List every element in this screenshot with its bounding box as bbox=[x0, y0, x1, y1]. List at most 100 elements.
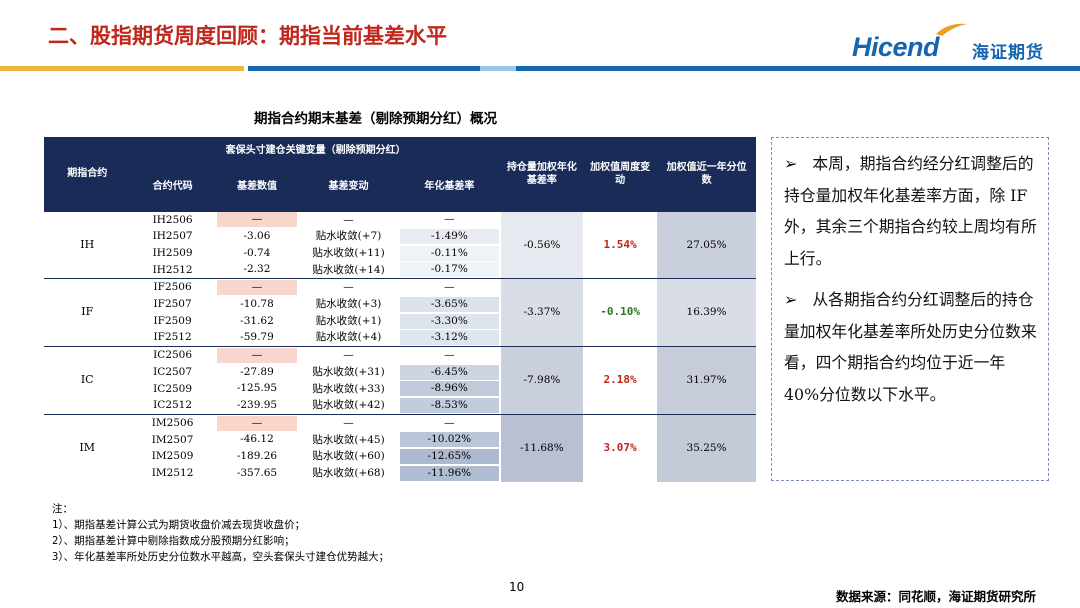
annual-rate-cell: -6.45% bbox=[398, 364, 501, 381]
basis-value: -59.79 bbox=[240, 331, 274, 344]
contract-code-cell: IC2506 bbox=[130, 346, 215, 364]
basis-value: -46.12 bbox=[240, 433, 274, 446]
basis-value-cell: — bbox=[214, 413, 300, 432]
basis-value-cell: — bbox=[214, 210, 300, 229]
weekly-change-cell: 2.18% bbox=[583, 346, 658, 415]
summary-paragraph: ➢ 本周，期指合约经分红调整后的持仓量加权年化基差率方面，除 IF 外，其余三个… bbox=[784, 154, 1037, 268]
contract-code-cell: IF2506 bbox=[130, 278, 215, 297]
table-row: IC2512 -239.95 贴水收敛(+42) -8.53% bbox=[44, 397, 756, 414]
note-line: 2）、期指基差计算中剔除指数成分股预期分红影响； bbox=[52, 535, 295, 547]
contract-code-cell: IF2509 bbox=[153, 314, 192, 327]
basis-table: 期指合约 套保头寸建仓关键变量（剔除预期分红） 持仓量加权年化基差率 加权值周度… bbox=[44, 137, 756, 482]
percentile-cell: 35.25% bbox=[657, 413, 756, 482]
basis-change-cell: 贴水收敛(+7) bbox=[315, 230, 382, 243]
notes-title: 注： bbox=[52, 503, 73, 515]
note-line: 1）、期指基差计算公式为期货收盘价减去现货收盘价； bbox=[52, 519, 306, 531]
table-row: IF2507 -10.78 贴水收敛(+3) -3.65% bbox=[44, 296, 756, 313]
annual-rate-cell: -8.96% bbox=[398, 381, 501, 398]
basis-change-cell: 贴水收敛(+1) bbox=[315, 314, 382, 327]
table-row: IH2512 -2.32 贴水收敛(+14) -0.17% bbox=[44, 262, 756, 279]
annual-rate-cell: -3.12% bbox=[398, 329, 501, 346]
notes: 注： 1）、期指基差计算公式为期货收盘价减去现货收盘价； 2）、期指基差计算中剔… bbox=[52, 501, 389, 565]
annual-rate-cell: -3.65% bbox=[398, 296, 501, 313]
contract-code-cell: IC2507 bbox=[153, 365, 193, 378]
percentile-cell: 31.97% bbox=[657, 346, 756, 415]
annual-rate-cell: -11.96% bbox=[398, 465, 501, 482]
annual-rate: -3.12% bbox=[399, 330, 499, 346]
table-row: IC2509 -125.95 贴水收敛(+33) -8.96% bbox=[44, 381, 756, 398]
note-line: 3）、年化基差率所处历史分位数水平越高，空头套保头寸建仓优势越大； bbox=[52, 551, 390, 563]
basis-value: — bbox=[216, 415, 298, 431]
contract-code-cell: IM2512 bbox=[151, 467, 194, 480]
table-row: IC2507 -27.89 贴水收敛(+31) -6.45% bbox=[44, 364, 756, 381]
logo-text-en: Hicend bbox=[852, 32, 940, 62]
table-row: IM2509 -189.26 贴水收敛(+60) -12.65% bbox=[44, 448, 756, 465]
basis-change-cell: 贴水收敛(+60) bbox=[312, 450, 385, 463]
basis-value-cell: -2.32 bbox=[215, 262, 299, 279]
contract-code-cell: IC2512 bbox=[153, 399, 193, 412]
group-name-cell: IH bbox=[44, 210, 131, 279]
table-row: IF IF2506— — — -3.37% -0.10% 16.39% bbox=[44, 278, 756, 347]
basis-value: — bbox=[216, 280, 298, 296]
group-name-cell: IC bbox=[44, 346, 131, 415]
annual-rate: — bbox=[444, 213, 455, 226]
holding-rate-cell: -3.37% bbox=[500, 278, 584, 347]
basis-change-cell: 贴水收敛(+68) bbox=[312, 467, 385, 480]
annual-rate: -0.17% bbox=[399, 262, 499, 278]
annual-rate-cell: — bbox=[397, 278, 501, 297]
table-row: IM2512 -357.65 贴水收敛(+68) -11.96% bbox=[44, 465, 756, 482]
contract-code-cell: IM2509 bbox=[151, 450, 194, 463]
basis-value-cell: -189.26 bbox=[215, 448, 299, 465]
annual-rate: -8.96% bbox=[399, 381, 499, 397]
company-logo: Hicend 海证期货 bbox=[852, 18, 1062, 68]
page-title: 二、股指期货周度回顾：期指当前基差水平 bbox=[48, 24, 447, 48]
table-row: IF2509 -31.62 贴水收敛(+1) -3.30% bbox=[44, 313, 756, 330]
basis-change-cell: 贴水收敛(+42) bbox=[312, 399, 385, 412]
summary-paragraph: ➢ 从各期指合约分红调整后的持仓量加权年化基差率所处历史分位数来看，四个期指合约… bbox=[784, 290, 1037, 404]
annual-rate: -8.53% bbox=[399, 398, 499, 414]
basis-value: — bbox=[216, 212, 298, 228]
basis-value: -357.65 bbox=[236, 466, 278, 479]
contract-code-cell: IM2507 bbox=[151, 433, 194, 446]
contract-code-cell: IF2507 bbox=[153, 298, 192, 311]
basis-change-cell: — bbox=[299, 413, 398, 432]
basis-value-cell: -46.12 bbox=[215, 432, 299, 449]
basis-change-cell: 贴水收敛(+31) bbox=[312, 365, 385, 378]
table-row: IH2507 -3.06 贴水收敛(+7) -1.49% bbox=[44, 228, 756, 245]
table-row: IH2509 -0.74 贴水收敛(+11) -0.11% bbox=[44, 245, 756, 262]
basis-value: -239.95 bbox=[236, 399, 278, 412]
basis-change-cell: 贴水收敛(+11) bbox=[312, 246, 385, 259]
table-title: 期指合约期末基差（剔除预期分红）概况 bbox=[254, 111, 497, 127]
table-row: IC IC2506— — — -7.98% 2.18% 31.97% bbox=[44, 346, 756, 415]
contract-code-cell: IC2509 bbox=[153, 382, 193, 395]
basis-value-cell: -239.95 bbox=[215, 397, 299, 414]
basis-change-cell: — bbox=[299, 346, 398, 364]
annual-rate: — bbox=[444, 281, 455, 294]
basis-value: -189.26 bbox=[236, 450, 278, 463]
basis-change-cell: 贴水收敛(+4) bbox=[315, 331, 382, 344]
header-annual: 年化基差率 bbox=[397, 163, 501, 211]
annual-rate-cell: -1.49% bbox=[398, 228, 501, 245]
basis-value-cell: -27.89 bbox=[215, 364, 299, 381]
basis-value: -125.95 bbox=[236, 382, 278, 395]
basis-value-cell: — bbox=[214, 346, 300, 364]
header-holding: 持仓量加权年化基差率 bbox=[500, 137, 584, 211]
group-name-cell: IM bbox=[44, 413, 131, 482]
annual-rate: -3.65% bbox=[399, 296, 499, 312]
annual-rate-cell: — bbox=[397, 210, 501, 229]
logo-swoosh-icon bbox=[936, 23, 968, 36]
table-row: IM IM2506— — — -11.68% 3.07% 35.25% bbox=[44, 413, 756, 482]
annual-rate: -1.49% bbox=[399, 229, 499, 245]
group-name-cell: IF bbox=[44, 278, 131, 347]
annual-rate: -11.96% bbox=[399, 465, 499, 481]
percentile-cell: 27.05% bbox=[657, 210, 756, 279]
basis-value: -10.78 bbox=[240, 297, 274, 310]
header-basis: 基差数值 bbox=[214, 163, 300, 211]
bullet-arrow-icon: ➢ bbox=[784, 154, 798, 173]
basis-value: -27.89 bbox=[240, 365, 274, 378]
bullet-arrow-icon: ➢ bbox=[784, 290, 798, 309]
table-row: IF2512 -59.79 贴水收敛(+4) -3.12% bbox=[44, 329, 756, 346]
basis-value-cell: -3.06 bbox=[215, 228, 299, 245]
annual-rate: — bbox=[444, 416, 455, 429]
basis-change-cell: — bbox=[299, 210, 398, 229]
